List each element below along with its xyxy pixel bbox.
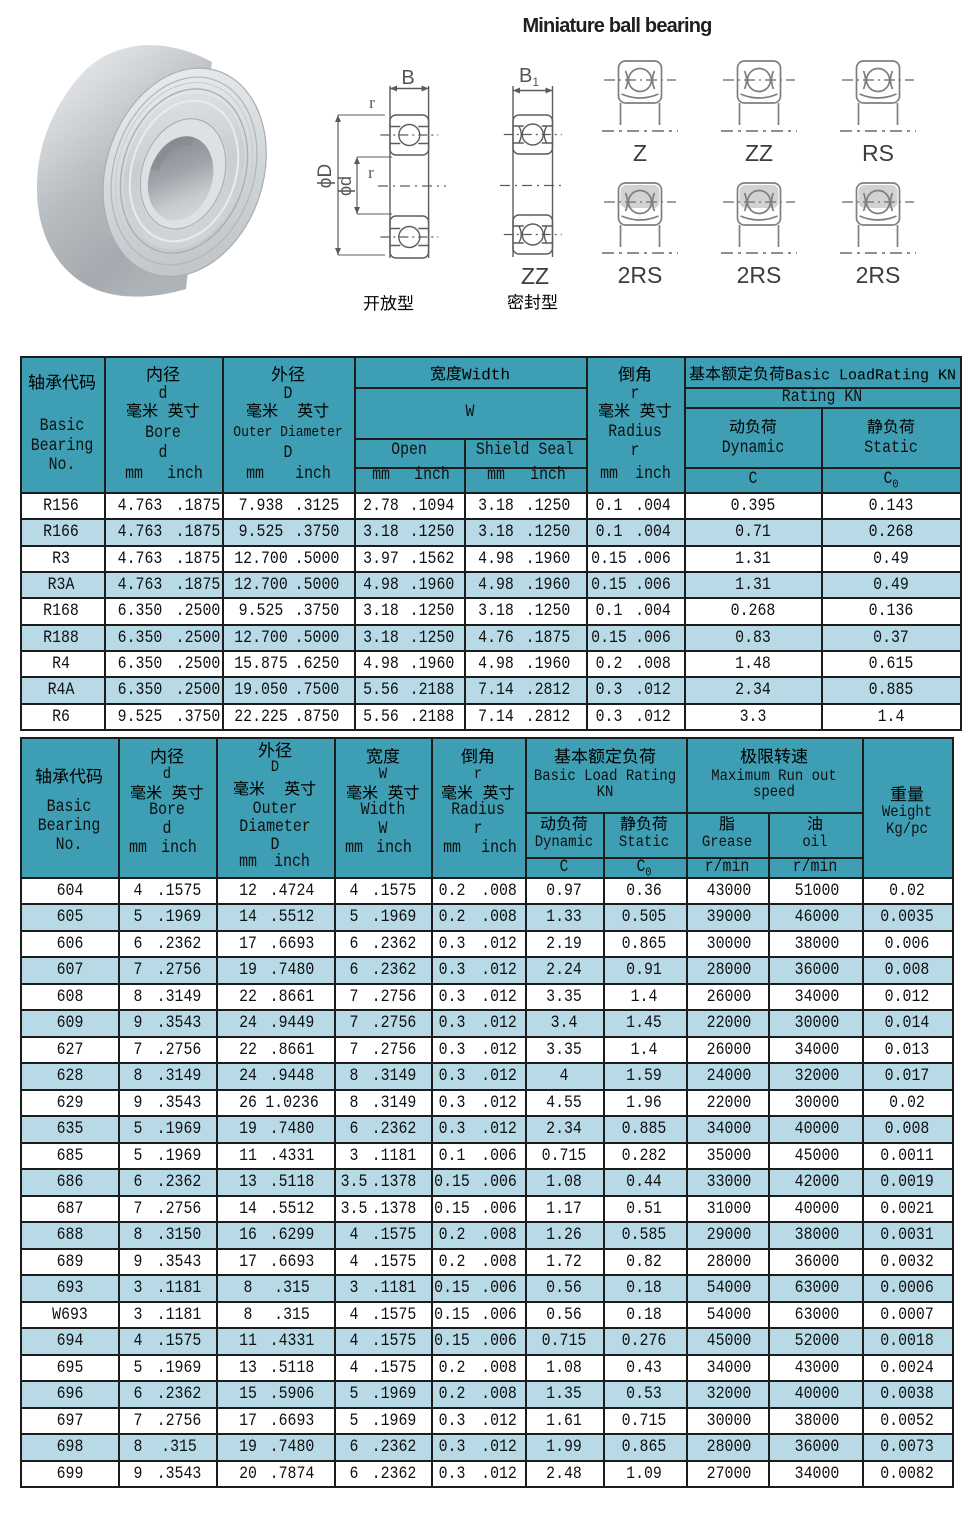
svg-text:r: r [369, 93, 375, 112]
svg-text:B: B [401, 67, 414, 89]
svg-text:r: r [368, 163, 374, 182]
svg-text:2RS: 2RS [856, 262, 901, 288]
svg-text:2RS: 2RS [618, 262, 663, 288]
svg-text:RS: RS [862, 140, 894, 166]
svg-text:ϕD: ϕD [315, 164, 336, 188]
svg-text:ZZ: ZZ [521, 263, 549, 289]
svg-text:ZZ: ZZ [745, 140, 773, 166]
svg-text:B1: B1 [519, 65, 539, 89]
svg-text:ϕd: ϕd [335, 176, 355, 196]
svg-text:Z: Z [633, 140, 647, 166]
svg-text:2RS: 2RS [737, 262, 782, 288]
